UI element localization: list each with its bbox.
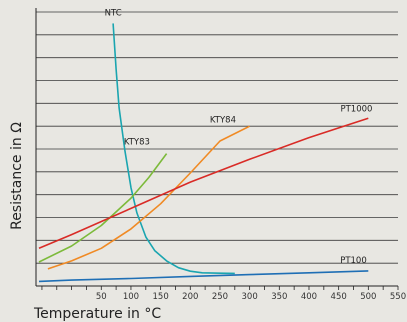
x-tick-label: 300	[242, 292, 258, 302]
x-tick-label: 50	[96, 292, 107, 302]
series-label-ntc: NTC	[105, 8, 122, 18]
x-tick-label: 200	[182, 292, 198, 302]
series	[38, 23, 369, 283]
series-line-kty84	[47, 125, 250, 270]
series-label-kty83: KTY83	[124, 137, 150, 147]
series-label-pt100: PT100	[340, 256, 367, 266]
x-axis-title: Temperature in °C	[33, 306, 161, 322]
x-tick-label: 500	[360, 292, 376, 302]
series-line-ntc	[112, 23, 235, 275]
x-tick-label: 100	[123, 292, 139, 302]
x-tick-label: 450	[331, 292, 347, 302]
x-tick-label: 250	[212, 292, 228, 302]
series-label-kty84: KTY84	[210, 116, 236, 126]
x-tick-label: 150	[153, 292, 169, 302]
series-line-pt1000	[38, 117, 369, 250]
series-line-kty83	[38, 153, 168, 263]
series-label-pt1000: PT1000	[340, 104, 372, 114]
series-labels: NTC KTY83 KTY84 PT1000 PT100	[105, 8, 373, 266]
x-tick-label: 350	[271, 292, 287, 302]
x-ticks: 50 100 150 200 250 300 350 400 450 500 550	[41, 286, 406, 302]
x-tick-label: 550	[390, 292, 406, 302]
x-tick-label: 400	[301, 292, 317, 302]
y-axis-title: Resistance in Ω	[9, 122, 25, 230]
series-line-pt100	[38, 270, 369, 283]
